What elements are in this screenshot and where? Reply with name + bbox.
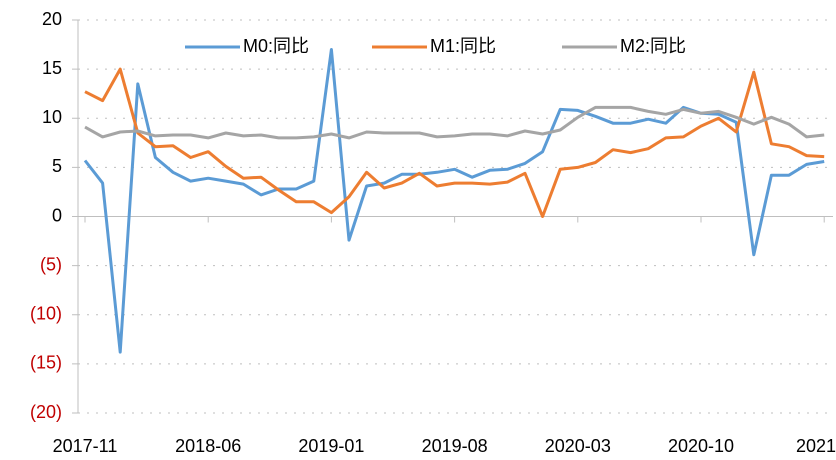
- x-tick-label: 2020-10: [668, 436, 734, 456]
- y-tick-label: 15: [42, 58, 62, 78]
- x-tick-label: 2020-03: [545, 436, 611, 456]
- line-series: [83, 48, 825, 354]
- y-tick-label: (20): [30, 402, 62, 422]
- legend-label: M2:同比: [620, 36, 686, 56]
- x-tick-label: 2018-06: [175, 436, 241, 456]
- y-tick-label: (5): [40, 254, 62, 274]
- x-tick-label: 2017-11: [53, 436, 118, 456]
- legend-label: M1:同比: [430, 36, 496, 56]
- x-tick-label: 2019-08: [422, 436, 488, 456]
- y-tick-label: (15): [30, 353, 62, 373]
- x-tick-label: 2019-01: [298, 436, 364, 456]
- y-tick-label: 5: [52, 156, 62, 176]
- line-series: [84, 105, 825, 140]
- y-tick-label: (10): [30, 304, 62, 324]
- legend-label: M0:同比: [243, 36, 309, 56]
- y-tick-label: 20: [42, 9, 62, 29]
- x-tick-label: 2021: [796, 436, 836, 456]
- y-tick-label: 10: [42, 107, 62, 127]
- line-series: [84, 67, 825, 218]
- y-tick-label: 0: [52, 205, 62, 225]
